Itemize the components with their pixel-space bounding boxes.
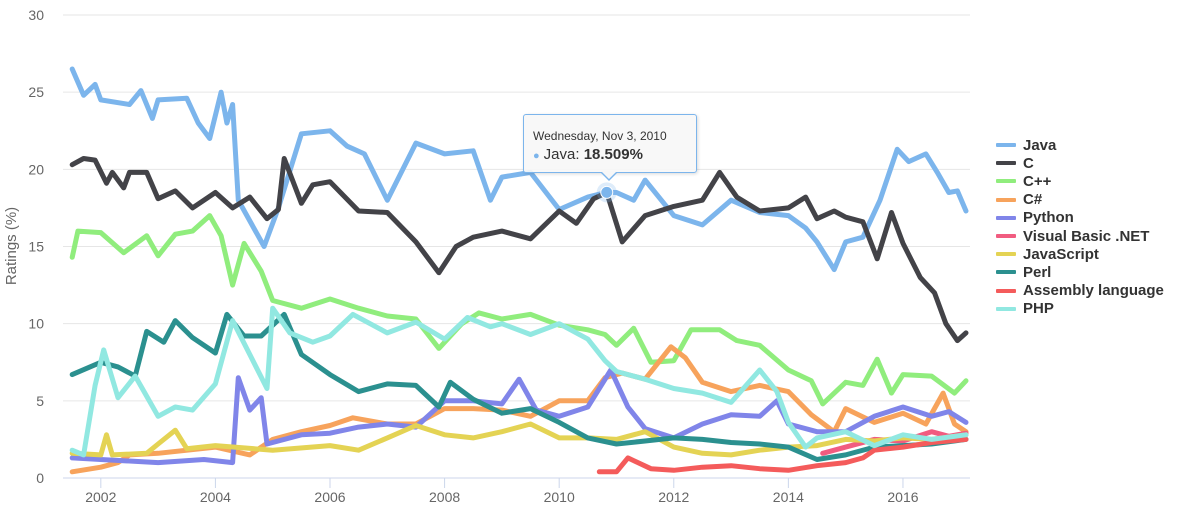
x-tick-label: 2012 [658,489,689,505]
x-tick-label: 2016 [887,489,918,505]
legend-label: C# [1023,191,1043,209]
x-tick-label: 2004 [200,489,231,505]
legend: Java C C++ C# Python Visual Basic .NET JavaScr… [996,136,1164,318]
legend-label: JavaScript [1023,245,1099,263]
y-tick-label: 30 [28,7,44,23]
legend-swatch [996,161,1016,166]
series-line-php[interactable] [69,305,969,458]
tooltip-value: 18.509% [583,146,643,163]
y-axis-title: Ratings (%) [3,207,20,285]
x-tick-label: 2006 [314,489,345,505]
legend-label: Assembly language [1023,282,1164,300]
y-tick-label: 5 [36,393,44,409]
legend-item[interactable]: Python [996,209,1164,227]
legend-item[interactable]: C [996,154,1164,172]
legend-swatch [996,234,1016,239]
x-tick-label: 2010 [544,489,575,505]
legend-swatch [996,252,1016,257]
legend-label: PHP [1023,300,1054,318]
y-tick-label: 15 [28,239,44,255]
y-tick-label: 0 [36,470,44,486]
legend-swatch [996,179,1016,184]
y-tick-label: 10 [28,316,44,332]
legend-item[interactable]: Perl [996,263,1164,281]
y-axis: 0 5 10 15 20 25 30 [28,7,44,486]
legend-item[interactable]: Java [996,136,1164,154]
y-tick-label: 25 [28,84,44,100]
legend-label: Java [1023,136,1057,154]
series-line-java[interactable] [69,66,969,273]
tooltip: Wednesday, Nov 3, 2010 ● Java: 18.509% [523,114,697,181]
x-tick-label: 2002 [85,489,116,505]
legend-label: Python [1023,209,1074,227]
legend-swatch [996,270,1016,275]
legend-label: C [1023,154,1034,172]
tooltip-date: Wednesday, Nov 3, 2010 [533,129,667,143]
x-tick-label: 2008 [429,489,460,505]
hover-point[interactable] [600,185,614,199]
series-line-perl[interactable] [69,311,969,462]
legend-item[interactable]: Visual Basic .NET [996,227,1164,245]
hover-marker [596,182,617,203]
legend-swatch [996,306,1016,311]
legend-swatch [996,197,1016,202]
series-line-c[interactable] [69,156,969,344]
series-line-c-[interactable] [69,344,969,475]
legend-item[interactable]: JavaScript [996,245,1164,263]
x-axis: 2002 2004 2006 2008 2010 2012 2014 2016 [85,478,919,505]
series-dot-icon: ● [533,150,540,162]
legend-label: Perl [1023,263,1052,281]
y-tick-label: 20 [28,161,44,177]
legend-swatch [996,215,1016,220]
tooltip-pointer-fill [601,171,617,179]
legend-swatch [996,288,1016,293]
legend-item[interactable]: PHP [996,300,1164,318]
legend-item[interactable]: C++ [996,172,1164,190]
legend-item[interactable]: C# [996,191,1164,209]
tooltip-value-line: ● Java: 18.509% [533,146,643,163]
series-line-assembly-language[interactable] [596,436,969,475]
legend-label: Visual Basic .NET [1023,227,1150,245]
grid [63,14,970,479]
x-tick-label: 2014 [773,489,804,505]
legend-swatch [996,143,1016,148]
series-lines [69,66,969,475]
legend-item[interactable]: Assembly language [996,282,1164,300]
tooltip-series-label: Java: [543,146,584,163]
legend-label: C++ [1023,172,1052,190]
series-line-c-[interactable] [69,213,969,407]
